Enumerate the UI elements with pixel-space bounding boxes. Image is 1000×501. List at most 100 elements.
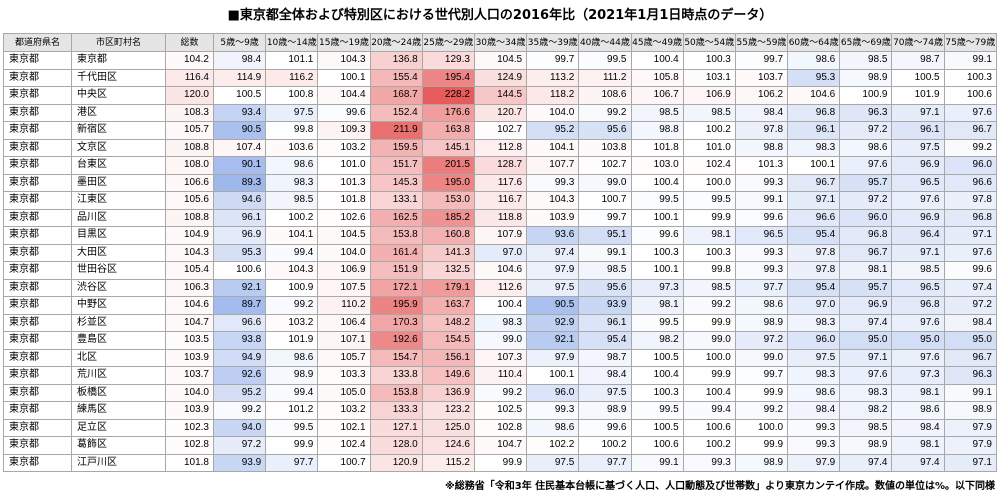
municipality-cell: 中央区 (71, 86, 166, 105)
age-group-value-cell: 97.6 (943, 243, 998, 262)
age-group-value-cell: 98.4 (212, 51, 267, 70)
age-group-value-cell: 97.1 (943, 226, 998, 245)
age-group-value-cell: 98.6 (526, 418, 580, 437)
total-value-cell: 102.3 (165, 418, 214, 437)
age-group-value-cell: 93.6 (526, 226, 580, 245)
age-group-value-cell: 124.6 (421, 436, 475, 455)
age-group-value-cell: 107.5 (317, 278, 371, 297)
age-group-value-cell: 102.4 (317, 436, 371, 455)
age-group-value-cell: 104.5 (473, 51, 528, 70)
total-value-cell: 104.2 (165, 51, 214, 70)
age-group-value-cell: 95.4 (787, 278, 841, 297)
age-group-value-cell: 98.5 (630, 103, 684, 122)
age-group-value-cell: 100.3 (943, 68, 998, 87)
age-group-value-cell: 100.3 (682, 243, 736, 262)
age-group-value-cell: 102.7 (578, 156, 632, 175)
age-group-value-cell: 163.7 (421, 296, 475, 315)
age-group-value-cell: 97.2 (839, 121, 893, 140)
age-group-value-cell: 100.0 (682, 348, 736, 367)
age-group-value-cell: 92.1 (526, 331, 580, 350)
age-group-value-cell: 97.6 (839, 156, 893, 175)
age-group-value-cell: 99.5 (578, 51, 632, 70)
age-group-value-cell: 96.8 (787, 103, 841, 122)
municipality-cell: 東京都 (71, 51, 166, 70)
age-group-value-cell: 98.5 (891, 261, 945, 280)
table-header-row: 都道府県名 市区町村名 総数 5歳～9歳 10歳～14歳 15歳～19歳 20歳～24歳 25… (3, 33, 998, 52)
age-group-value-cell: 105.0 (317, 383, 371, 402)
age-group-value-cell: 98.5 (265, 191, 319, 210)
age-group-value-cell: 99.2 (578, 103, 632, 122)
table-row: 東京都 葛飾区 102.8 97.2 99.9 102.4 128.0 124.6 104.7 1… (3, 436, 998, 455)
age-group-value-cell: 145.3 (369, 173, 423, 192)
prefecture-cell: 東京都 (3, 191, 72, 210)
age-group-value-cell: 95.4 (787, 226, 841, 245)
age-group-value-cell: 99.0 (734, 348, 789, 367)
age-group-value-cell: 96.6 (212, 313, 267, 332)
age-group-value-cell: 98.3 (265, 173, 319, 192)
age-group-value-cell: 98.6 (265, 156, 319, 175)
age-group-value-cell: 95.0 (839, 331, 893, 350)
age-group-value-cell: 106.9 (682, 86, 736, 105)
age-group-value-cell: 99.1 (734, 191, 789, 210)
age-group-value-cell: 93.9 (578, 296, 632, 315)
age-group-value-cell: 99.2 (682, 296, 736, 315)
prefecture-cell: 東京都 (3, 453, 72, 472)
age-group-value-cell: 99.4 (265, 383, 319, 402)
municipality-cell: 板橋区 (71, 383, 166, 402)
age-group-value-cell: 97.1 (787, 191, 841, 210)
age-group-value-cell: 95.3 (787, 68, 841, 87)
table-title: ■東京都全体および特別区における世代別人口の2016年比（2021年1月1日時点… (227, 8, 773, 23)
age-group-value-cell: 168.7 (369, 86, 423, 105)
age-group-value-cell: 98.8 (630, 121, 684, 140)
age-group-value-cell: 228.2 (421, 86, 475, 105)
age-group-value-cell: 98.7 (578, 348, 632, 367)
age-group-value-cell: 136.9 (421, 383, 475, 402)
prefecture-cell: 東京都 (3, 138, 72, 157)
age-group-value-cell: 99.9 (473, 453, 528, 472)
age-group-value-cell: 95.1 (578, 226, 632, 245)
age-group-value-cell: 115.2 (421, 453, 475, 472)
age-group-value-cell: 99.3 (787, 418, 841, 437)
table-row: 東京都 足立区 102.3 94.0 99.5 102.1 127.1 125.0 102.8 9… (3, 418, 998, 437)
age-group-value-cell: 99.1 (578, 243, 632, 262)
age-group-value-cell: 120.9 (369, 453, 423, 472)
age-group-value-cell: 97.3 (891, 366, 945, 385)
age-group-value-cell: 100.3 (630, 383, 684, 402)
age-group-value-cell: 103.8 (578, 138, 632, 157)
age-group-value-cell: 98.3 (787, 313, 841, 332)
age-group-value-cell: 98.1 (630, 296, 684, 315)
age-group-value-cell: 98.9 (839, 68, 893, 87)
age-group-value-cell: 99.7 (734, 366, 789, 385)
table-row: 東京都 杉並区 104.7 96.6 103.2 106.4 170.3 148.2 98.3 9… (3, 313, 998, 332)
age-group-value-cell: 99.9 (734, 436, 789, 455)
table-row: 東京都 大田区 104.3 95.3 99.4 104.0 161.4 141.3 97.0 97… (3, 243, 998, 262)
age-group-value-cell: 97.3 (630, 278, 684, 297)
age-group-value-cell: 124.9 (473, 68, 528, 87)
age-group-value-cell: 107.1 (317, 331, 371, 350)
age-group-value-cell: 101.3 (734, 156, 789, 175)
age-group-value-cell: 97.7 (734, 278, 789, 297)
age-group-value-cell: 97.5 (526, 453, 580, 472)
total-value-cell: 105.6 (165, 191, 214, 210)
age-group-value-cell: 99.3 (682, 453, 736, 472)
age-group-value-cell: 98.9 (839, 436, 893, 455)
age-group-value-cell: 117.6 (473, 173, 528, 192)
municipality-cell: 北区 (71, 348, 166, 367)
column-header: 30歳～34歳 (473, 33, 528, 52)
age-group-value-cell: 98.5 (682, 278, 736, 297)
age-group-value-cell: 98.9 (265, 366, 319, 385)
age-group-value-cell: 116.7 (473, 191, 528, 210)
age-group-value-cell: 151.7 (369, 156, 423, 175)
age-group-value-cell: 104.4 (317, 86, 371, 105)
table-row: 東京都 中野区 104.6 89.7 99.2 110.2 195.9 163.7 100.4 9… (3, 296, 998, 315)
age-group-value-cell: 107.3 (473, 348, 528, 367)
column-header: 10歳～14歳 (265, 33, 319, 52)
age-group-value-cell: 100.6 (943, 86, 998, 105)
column-header: 35歳～39歳 (526, 33, 580, 52)
age-group-value-cell: 93.4 (212, 103, 267, 122)
age-group-value-cell: 103.9 (526, 208, 580, 227)
age-group-value-cell: 155.4 (369, 68, 423, 87)
age-group-value-cell: 95.0 (891, 331, 945, 350)
age-group-value-cell: 96.0 (839, 208, 893, 227)
age-group-value-cell: 112.6 (473, 278, 528, 297)
